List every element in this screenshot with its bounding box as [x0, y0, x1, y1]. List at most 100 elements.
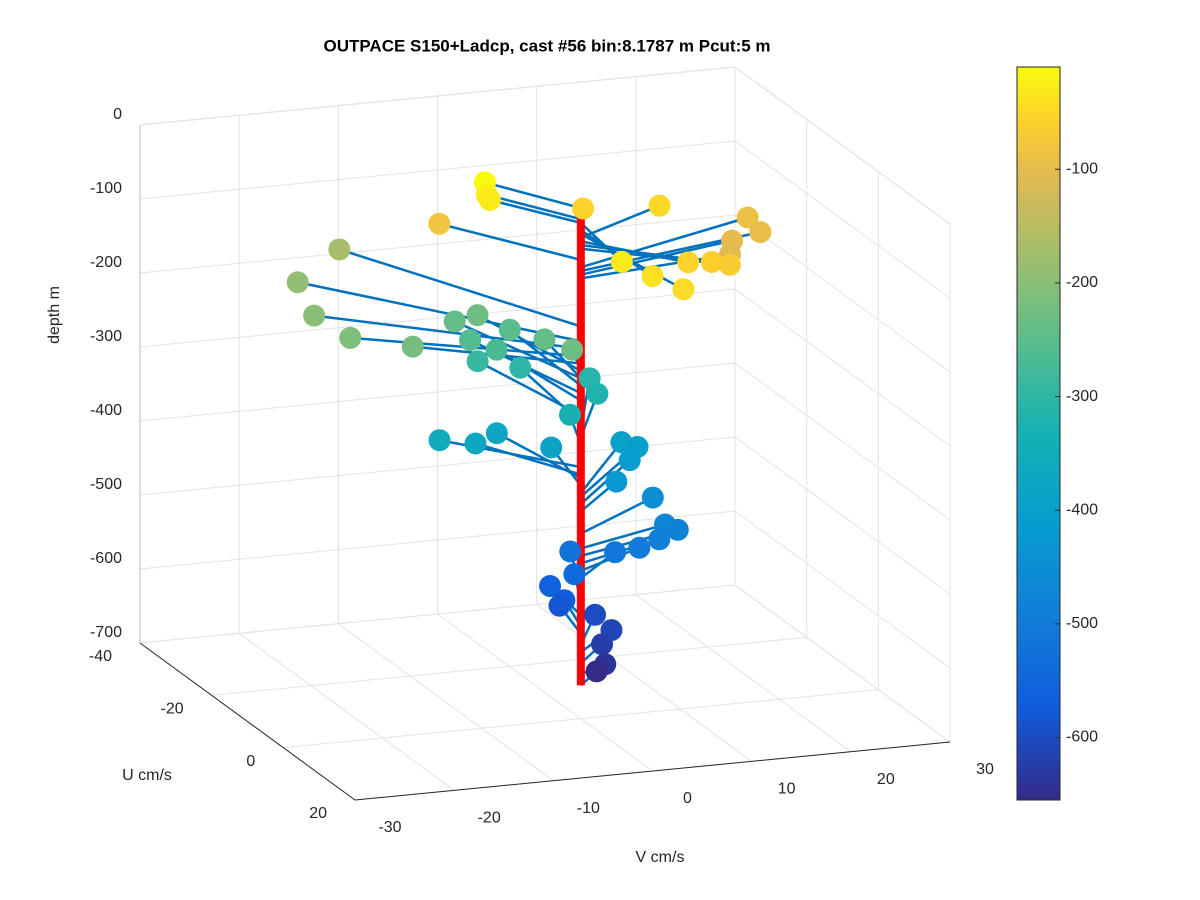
point	[478, 188, 501, 211]
vector-line	[489, 198, 582, 225]
y-axis	[139, 642, 356, 801]
point	[466, 350, 489, 373]
y-tick-label: 20	[309, 805, 327, 822]
point	[749, 221, 772, 244]
point	[459, 329, 482, 352]
marks	[286, 171, 772, 687]
grid: -700-600-500-400-300-200-1000-40-20020-3…	[89, 66, 994, 836]
point	[428, 429, 451, 452]
point	[591, 633, 614, 656]
point	[718, 253, 741, 276]
grid-line	[437, 613, 653, 772]
point	[648, 528, 671, 551]
grid-line	[536, 603, 752, 762]
colorbar-scale	[1016, 66, 1061, 801]
grid-line	[734, 214, 951, 373]
colorbar-tick-label: -100	[1066, 160, 1098, 177]
grid-line	[734, 584, 951, 743]
y-tick-label: -40	[89, 648, 112, 665]
z-tick-label: -700	[90, 624, 122, 641]
point	[558, 403, 581, 426]
grid-line	[734, 140, 951, 299]
point	[328, 238, 351, 261]
point	[586, 382, 609, 405]
point	[666, 518, 689, 541]
chart-title: OUTPACE S150+Ladcp, cast #56 bin:8.1787 …	[323, 36, 770, 55]
x-tick-label: 0	[683, 790, 692, 807]
z-tick-label: -400	[90, 402, 122, 419]
grid-line	[211, 636, 807, 696]
point	[641, 265, 664, 288]
point	[464, 432, 487, 455]
point	[700, 250, 723, 273]
colorbar: -600 -500 -400 -300 -200 -100	[1016, 66, 1098, 801]
point	[585, 660, 608, 683]
colorbar-tick-label: -600	[1066, 729, 1098, 746]
point	[672, 278, 695, 301]
z-tick-label: -100	[90, 180, 122, 197]
point	[559, 540, 582, 563]
point	[485, 422, 508, 445]
point	[641, 486, 664, 509]
point	[618, 449, 641, 472]
x-tick-label: 20	[877, 771, 895, 788]
point	[572, 197, 595, 220]
x-tick-label: -30	[378, 819, 401, 836]
z-tick-label: -500	[90, 476, 122, 493]
grid-line	[338, 623, 554, 782]
x-tick-label: -10	[577, 800, 600, 817]
vector-line	[580, 523, 666, 550]
grid-line	[734, 66, 951, 225]
point	[286, 271, 309, 294]
grid-line	[238, 632, 455, 791]
vector-line	[496, 432, 582, 480]
z-tick-label: -200	[90, 254, 122, 271]
point	[401, 335, 424, 358]
y-tick-label: -20	[161, 701, 184, 718]
point	[648, 194, 671, 217]
z-tick-label: 0	[113, 106, 122, 123]
z-tick-label: -300	[90, 328, 122, 345]
vector-line	[580, 204, 661, 239]
vector-line	[580, 216, 748, 269]
vector-line	[580, 496, 654, 535]
x-tick-label: -20	[478, 810, 501, 827]
point	[548, 594, 571, 617]
x-axis-label: V cm/s	[636, 849, 685, 866]
colorbar-tick-label: -400	[1066, 501, 1098, 518]
point	[466, 304, 489, 327]
point	[628, 536, 651, 559]
grid-line	[139, 584, 736, 644]
point	[605, 470, 628, 493]
z-axis-label: depth m	[46, 286, 63, 344]
point	[509, 356, 532, 379]
grid-line	[734, 288, 951, 447]
y-axis-label: U cm/s	[122, 767, 172, 784]
vector-line	[439, 222, 582, 262]
y-tick-label: 0	[246, 753, 255, 770]
vector-line	[338, 248, 582, 328]
point	[604, 541, 627, 564]
vector-line	[509, 328, 582, 387]
point	[736, 206, 759, 229]
point	[498, 318, 521, 341]
point	[339, 326, 362, 349]
colorbar-tick-label: -500	[1066, 615, 1098, 632]
x-axis	[354, 741, 951, 801]
point	[443, 310, 466, 333]
point	[584, 603, 607, 626]
colorbar-tick-label: -300	[1066, 388, 1098, 405]
point	[677, 251, 700, 274]
colorbar-tick-label: -200	[1066, 274, 1098, 291]
vector-line	[495, 348, 582, 402]
x-tick-label: 10	[778, 781, 796, 798]
grid-line	[635, 594, 852, 753]
grid-line	[734, 436, 951, 595]
point	[485, 338, 508, 361]
point	[540, 436, 563, 459]
point	[428, 212, 451, 235]
x-tick-label: 30	[976, 761, 994, 778]
grid-line	[734, 362, 951, 521]
